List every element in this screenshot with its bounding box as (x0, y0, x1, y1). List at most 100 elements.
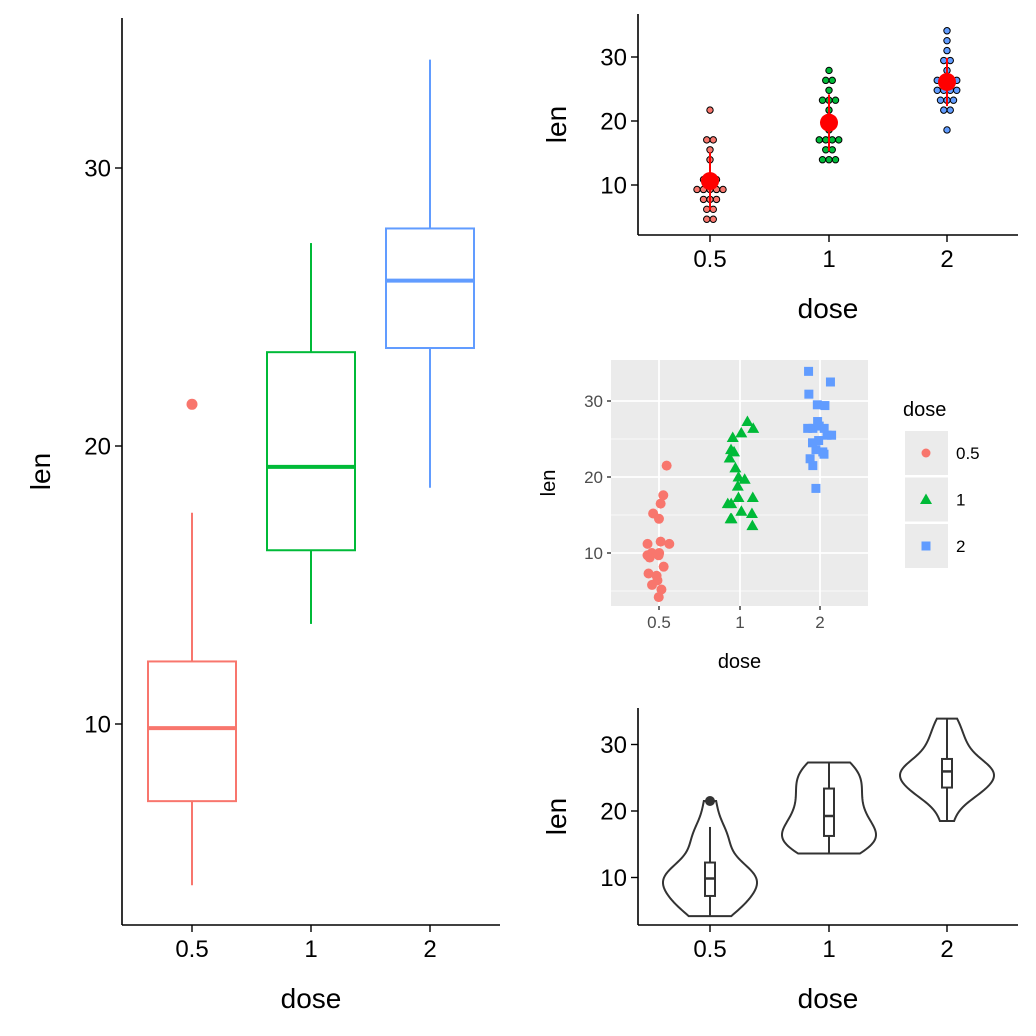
dot (825, 86, 833, 94)
dot (712, 195, 721, 204)
point-square (820, 401, 830, 411)
dot (703, 205, 711, 214)
y-tick-label: 10 (584, 544, 603, 563)
point-square (812, 400, 822, 410)
mean-point (820, 113, 838, 132)
x-tick-label: 1 (735, 613, 744, 632)
dot (933, 86, 941, 94)
dot (828, 136, 836, 144)
y-tick-label: 20 (600, 109, 627, 136)
dot (709, 136, 717, 144)
point-circle (653, 550, 664, 561)
point-square (804, 389, 814, 399)
point-circle (653, 592, 664, 603)
dot (703, 215, 711, 223)
point-circle (644, 552, 655, 563)
point-triangle (732, 471, 745, 482)
y-tick-label: 20 (600, 799, 627, 826)
dot (936, 96, 945, 104)
point-triangle (735, 505, 748, 516)
mean-point (938, 72, 956, 91)
box-outlier (186, 398, 198, 410)
x-tick-label: 1 (822, 246, 835, 273)
point-circle (658, 561, 669, 572)
y-axis-title: len (538, 470, 560, 497)
y-tick-label: 10 (600, 173, 627, 200)
dot (693, 185, 701, 194)
point-circle (655, 536, 666, 547)
legend-key-circle (921, 448, 931, 458)
dot (831, 96, 840, 104)
x-axis-title: dose (281, 983, 342, 1014)
dot (943, 36, 951, 45)
legend-title: dose (903, 399, 946, 421)
box (266, 351, 356, 552)
point-triangle (723, 452, 736, 463)
dot (719, 185, 727, 194)
mean-point (701, 172, 719, 191)
dot (815, 136, 823, 144)
x-axis-title: dose (798, 983, 859, 1014)
y-tick-label: 10 (84, 712, 111, 739)
y-tick-label: 20 (84, 434, 111, 461)
point-circle (664, 538, 675, 549)
y-tick-label: 20 (584, 468, 603, 487)
point-circle (656, 584, 667, 595)
point-square (813, 417, 823, 427)
point-square (808, 423, 818, 433)
x-axis-title: dose (798, 293, 859, 324)
point-square (807, 438, 817, 448)
dot (825, 66, 833, 75)
violin-outlier (705, 796, 715, 807)
dot (828, 146, 836, 154)
box (385, 227, 475, 350)
point-triangle (721, 497, 734, 509)
dot (943, 126, 951, 134)
point-triangle (741, 415, 754, 427)
point-square (804, 366, 814, 376)
dot (825, 156, 833, 164)
dot (706, 106, 714, 114)
x-tick-label: 1 (822, 936, 835, 963)
dot (949, 96, 958, 104)
x-tick-label: 2 (940, 936, 953, 963)
dot (818, 96, 827, 104)
x-tick-label: 0.5 (175, 936, 208, 963)
point-triangle (747, 422, 760, 433)
point-triangle (746, 491, 759, 503)
x-tick-label: 2 (940, 246, 953, 273)
x-axis-title: dose (718, 651, 761, 673)
box (147, 660, 237, 803)
point-circle (655, 498, 666, 509)
point-circle (642, 538, 653, 549)
point-square (803, 423, 813, 433)
point-square (814, 436, 824, 446)
dot (822, 146, 830, 154)
x-tick-label: 0.5 (693, 936, 726, 963)
x-tick-label: 0.5 (647, 613, 671, 632)
y-tick-label: 30 (84, 156, 111, 183)
y-tick-label: 10 (600, 865, 627, 892)
point-square (808, 461, 818, 471)
point-square (822, 430, 832, 440)
y-tick-label: 30 (584, 392, 603, 411)
point-square (805, 454, 815, 464)
point-triangle (732, 491, 745, 503)
point-triangle (745, 507, 758, 518)
point-triangle (726, 431, 739, 442)
point-triangle (725, 443, 738, 455)
legend-label: 2 (956, 537, 965, 556)
dot (946, 56, 954, 65)
legend-key-triangle (920, 493, 932, 504)
legend-label: 1 (956, 491, 965, 510)
dot (828, 76, 836, 85)
dot (940, 56, 948, 65)
point-square (814, 421, 824, 431)
violin-box (823, 787, 835, 837)
x-tick-label: 2 (423, 936, 436, 963)
point-square (819, 423, 829, 433)
y-tick-label: 30 (600, 732, 627, 759)
dot (946, 106, 954, 114)
point-square (811, 445, 821, 455)
